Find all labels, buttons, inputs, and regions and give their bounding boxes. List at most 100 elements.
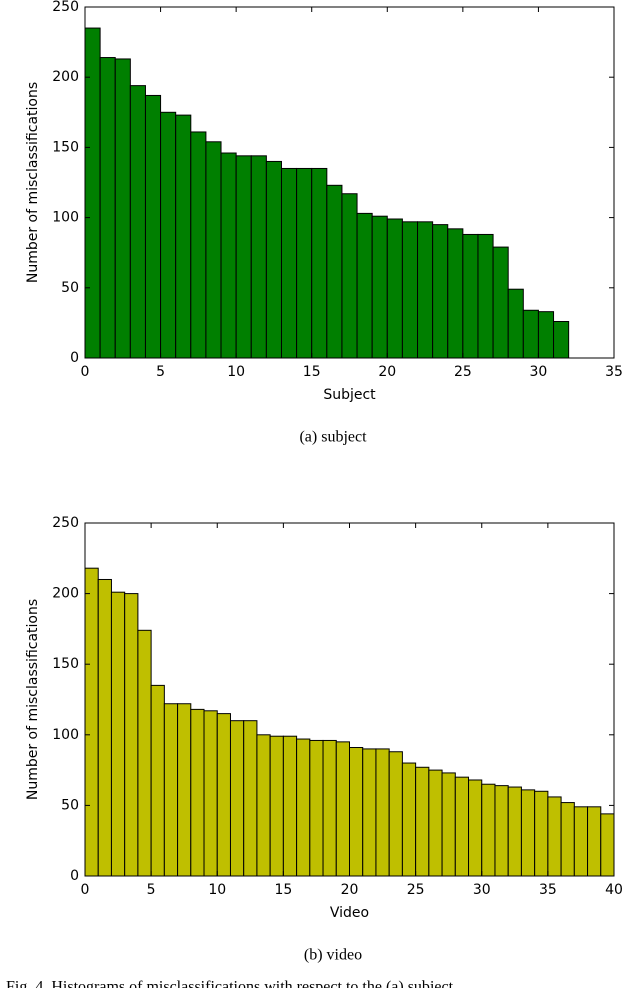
bar: [468, 779, 483, 877]
x-tick-label: 30: [473, 882, 491, 898]
bar: [220, 152, 237, 359]
bar: [114, 58, 131, 359]
bar: [309, 739, 324, 877]
bar: [110, 591, 126, 877]
bar: [216, 713, 231, 877]
bar: [553, 320, 570, 359]
bar: [296, 738, 311, 877]
bar: [124, 593, 139, 877]
y-tick-label: 150: [52, 139, 79, 155]
y-tick-label: 250: [52, 515, 79, 531]
y-tick-label: 200: [52, 586, 79, 602]
bar: [537, 311, 555, 359]
bar: [137, 629, 152, 877]
x-tick-label: 10: [227, 364, 245, 380]
bar: [205, 141, 222, 359]
y-tick-label: 100: [52, 727, 79, 743]
caption: (a) subject: [299, 429, 367, 446]
x-tick-label: 35: [605, 364, 623, 380]
bar: [243, 720, 258, 877]
bar: [477, 233, 494, 359]
x-tick-label: 15: [274, 882, 292, 898]
x-tick-label: 35: [539, 882, 557, 898]
bar: [256, 734, 271, 877]
bar: [428, 769, 443, 877]
bar: [177, 703, 192, 877]
bar: [560, 802, 575, 877]
bar: [492, 246, 509, 359]
bar: [282, 735, 298, 877]
bar: [388, 751, 403, 877]
bar: [97, 578, 112, 877]
x-tick-label: 5: [156, 364, 165, 380]
figure-caption: Fig. 4. Histograms of misclassifications…: [6, 979, 454, 988]
x-tick-label: 25: [407, 882, 425, 898]
bar: [203, 710, 218, 877]
y-axis-label: Number of misclassifications: [25, 82, 41, 283]
bar: [494, 785, 509, 877]
bar: [326, 184, 343, 359]
x-tick-label: 0: [81, 364, 90, 380]
x-axis-label: Subject: [323, 387, 376, 403]
bar: [522, 309, 539, 359]
bar: [415, 766, 430, 877]
bar: [269, 735, 284, 877]
x-tick-label: 10: [208, 882, 226, 898]
bar: [84, 567, 99, 877]
bar: [190, 131, 207, 359]
bar: [265, 160, 282, 359]
caption: (b) video: [304, 947, 362, 964]
bar: [235, 155, 252, 359]
bar: [573, 806, 589, 877]
axes-frame: [84, 6, 615, 359]
bar: [129, 85, 146, 359]
bar: [349, 747, 364, 877]
bar: [386, 218, 403, 359]
bar: [163, 703, 179, 877]
bar: [150, 684, 165, 877]
bar: [280, 167, 298, 359]
bar: [520, 789, 536, 877]
bar: [401, 762, 417, 877]
bar: [375, 748, 390, 877]
y-tick-label: 100: [52, 210, 79, 226]
bar: [454, 776, 470, 877]
bar: [481, 783, 496, 877]
bar: [144, 94, 162, 359]
bar: [462, 233, 479, 359]
y-tick-label: 0: [70, 868, 79, 884]
bar: [250, 155, 267, 359]
x-tick-label: 30: [530, 364, 548, 380]
bar: [190, 708, 205, 877]
bar: [311, 167, 328, 359]
x-axis-label: Video: [330, 905, 369, 921]
bar: [322, 739, 337, 877]
bar: [362, 748, 377, 877]
bar: [507, 288, 524, 359]
y-tick-label: 50: [61, 280, 79, 296]
bar: [417, 221, 434, 359]
bar: [99, 57, 116, 359]
x-tick-label: 40: [605, 882, 623, 898]
x-tick-label: 0: [81, 882, 90, 898]
bar: [341, 193, 358, 359]
bar: [447, 228, 464, 359]
bar: [600, 813, 615, 877]
bar: [507, 786, 522, 877]
bar: [335, 741, 350, 877]
x-tick-label: 5: [147, 882, 156, 898]
bar: [587, 806, 602, 877]
bar: [547, 796, 562, 877]
x-tick-label: 20: [341, 882, 359, 898]
bar: [356, 212, 373, 359]
bar: [401, 221, 419, 359]
bar: [534, 790, 549, 877]
y-tick-label: 50: [61, 797, 79, 813]
bar: [296, 167, 313, 359]
y-tick-label: 150: [52, 656, 79, 672]
bar: [175, 114, 192, 359]
bar: [229, 720, 245, 877]
y-tick-label: 0: [70, 350, 79, 366]
